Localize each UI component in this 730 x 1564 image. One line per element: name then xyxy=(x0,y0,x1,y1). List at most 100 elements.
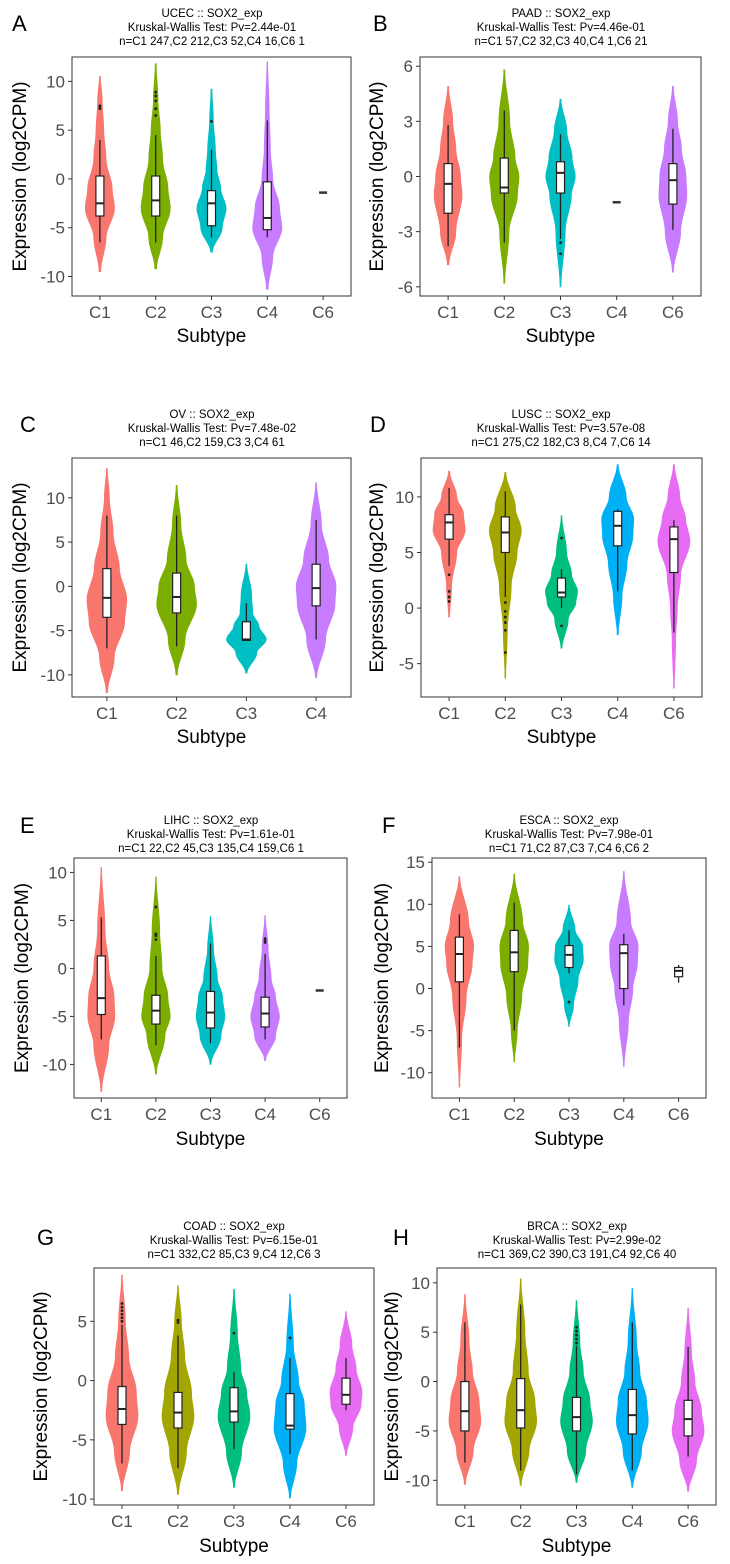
x-axis-title: Subtype xyxy=(527,727,597,748)
chart-title-line: BRCA :: SOX2_exp xyxy=(527,1221,627,1233)
outlier-point xyxy=(503,610,507,613)
x-tick-label: C4 xyxy=(613,1105,635,1124)
y-tick-label: -10 xyxy=(400,1064,425,1083)
y-tick-label: 5 xyxy=(405,543,414,562)
box-iqr xyxy=(516,1377,526,1429)
panel-letter: B xyxy=(373,11,388,36)
outlier-point xyxy=(503,651,507,654)
chart-title-line: PAAD :: SOX2_exp xyxy=(512,8,611,20)
y-tick-label: -5 xyxy=(52,1007,67,1026)
x-tick-label: C3 xyxy=(566,1512,588,1531)
outlier-point xyxy=(567,1000,571,1004)
box-iqr xyxy=(117,1385,127,1426)
x-tick-label: C6 xyxy=(677,1512,699,1531)
x-tick-label: C6 xyxy=(309,1105,331,1124)
chart-title-line: n=C1 332,C2 85,C3 9,C4 12,C6 3 xyxy=(148,1249,321,1261)
x-tick-label: C2 xyxy=(510,1512,532,1531)
y-axis-title: Expression (log2CPM) xyxy=(372,883,393,1073)
violin-group-c2 xyxy=(141,876,171,1075)
x-tick-label: C2 xyxy=(167,1512,189,1531)
box-iqr xyxy=(668,163,678,205)
box-iqr xyxy=(460,1380,470,1432)
x-tick-label: C4 xyxy=(305,704,327,723)
box-iqr xyxy=(285,1393,295,1430)
violin-group-c2 xyxy=(161,1285,195,1495)
outlier-point xyxy=(154,934,158,938)
violin-group-c2 xyxy=(488,472,522,679)
y-tick-label: -10 xyxy=(405,1471,430,1490)
y-tick-label: 10 xyxy=(395,488,414,507)
y-tick-label: 5 xyxy=(56,533,65,552)
y-tick-label: 0 xyxy=(421,1373,430,1392)
y-tick-label: 0 xyxy=(56,170,65,189)
box-iqr xyxy=(669,526,679,574)
outlier-point xyxy=(575,1325,578,1329)
box-iqr xyxy=(341,1377,351,1405)
y-axis-title: Expression (log2CPM) xyxy=(10,482,31,672)
violin-group-c3 xyxy=(226,563,267,674)
box-iqr xyxy=(229,1387,239,1423)
x-tick-label: C6 xyxy=(662,303,684,322)
chart-title-line: LIHC :: SOX2_exp xyxy=(164,815,259,827)
violin-group-c2 xyxy=(140,63,171,270)
outlier-point xyxy=(176,1321,180,1324)
violin-group-c6 xyxy=(657,464,691,689)
y-tick-label: 0 xyxy=(58,959,67,978)
x-tick-label: C1 xyxy=(111,1512,133,1531)
outlier-point xyxy=(575,1337,578,1341)
x-tick-label: C6 xyxy=(663,704,685,723)
violin-group-c4 xyxy=(601,464,635,636)
y-tick-label: -3 xyxy=(398,223,413,242)
box-iqr xyxy=(262,181,272,231)
chart-title-line: Kruskal-Wallis Test: Pv=3.57e-08 xyxy=(477,423,645,435)
box-iqr xyxy=(509,929,519,973)
y-tick-label: 10 xyxy=(46,72,65,91)
chart-title-line: n=C1 275,C2 182,C3 8,C4 7,C6 14 xyxy=(471,437,651,449)
y-tick-label: 15 xyxy=(406,853,425,872)
y-tick-label: 10 xyxy=(48,863,67,882)
x-axis-title: Subtype xyxy=(176,1129,246,1150)
violin-group-c2 xyxy=(504,1278,538,1486)
outlier-point xyxy=(575,1329,578,1333)
outlier-point xyxy=(288,1336,292,1340)
outlier-point xyxy=(120,1312,124,1316)
x-tick-label: C2 xyxy=(166,704,188,723)
y-tick-label: -5 xyxy=(72,1431,87,1450)
outlier-point xyxy=(154,905,158,909)
y-tick-label: 0 xyxy=(405,599,414,618)
chart-title-line: n=C1 247,C2 212,C3 52,C4 16,C6 1 xyxy=(119,36,305,48)
y-tick-label: -10 xyxy=(40,267,65,286)
outlier-point xyxy=(575,1341,578,1345)
y-tick-label: -10 xyxy=(62,1490,87,1509)
x-tick-label: C3 xyxy=(558,1105,580,1124)
outlier-point xyxy=(232,1331,236,1335)
violin-group-c2 xyxy=(156,485,197,676)
violin-group-c4 xyxy=(615,1288,649,1488)
violin-group-c1 xyxy=(85,76,115,272)
violin-group-c4 xyxy=(295,482,337,678)
outlier-point xyxy=(154,99,158,103)
chart-title-line: Kruskal-Wallis Test: Pv=7.98e-01 xyxy=(485,829,653,841)
x-tick-label: C4 xyxy=(279,1512,301,1531)
outlier-point xyxy=(154,90,158,94)
violin-group-c6 xyxy=(329,1311,363,1456)
violin-group-c3 xyxy=(217,1288,251,1488)
x-tick-label: C2 xyxy=(145,303,167,322)
outlier-point xyxy=(120,1302,124,1305)
outlier-point xyxy=(98,104,102,108)
box-iqr xyxy=(206,190,217,227)
violin-group-c1 xyxy=(87,867,116,1092)
outlier-point xyxy=(560,624,563,628)
box-iqr xyxy=(500,516,510,554)
panel-letter: D xyxy=(370,412,386,437)
outlier-point xyxy=(503,615,507,619)
y-tick-label: -6 xyxy=(398,278,413,297)
chart-title-line: Kruskal-Wallis Test: Pv=7.48e-02 xyxy=(128,423,296,435)
y-tick-label: -5 xyxy=(399,655,414,674)
chart-title-line: Kruskal-Wallis Test: Pv=2.99e-02 xyxy=(493,1235,661,1247)
box-iqr xyxy=(571,1396,582,1432)
